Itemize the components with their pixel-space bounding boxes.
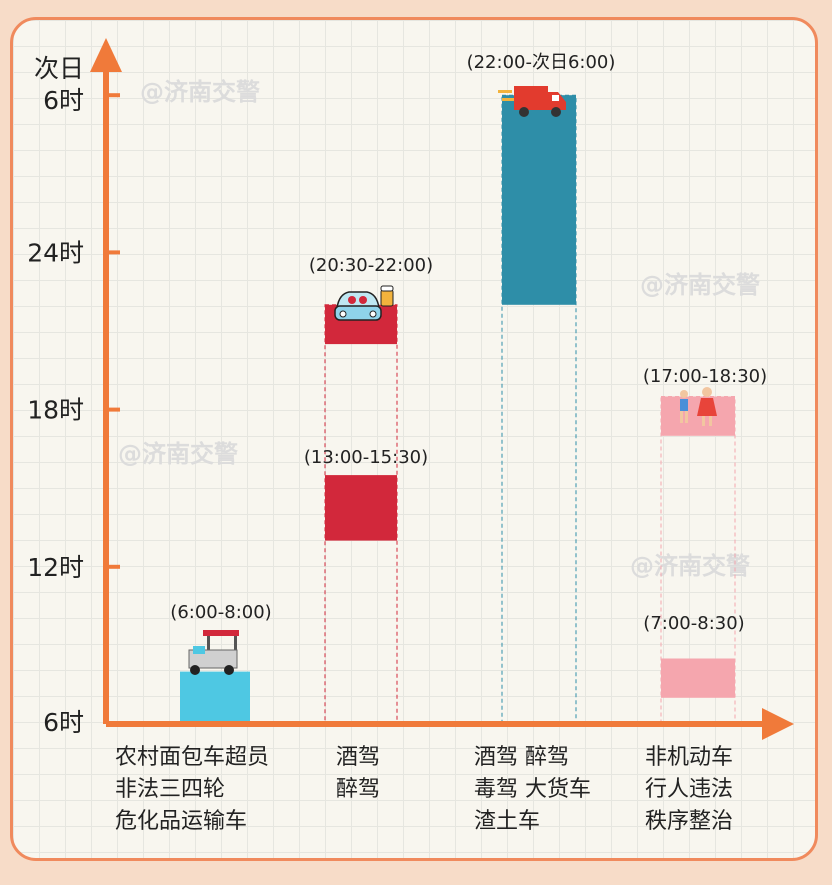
y-tick-label: 6时 [43,708,84,737]
x-axis-arrow [762,708,794,740]
range-label: (13:00-15:30) [304,447,428,468]
category-label: 危化品运输车 [115,809,247,834]
category-label: 行人违法 [645,777,733,802]
watermark-text: @济南交警 [118,440,238,468]
chart-frame [10,17,818,861]
y-tick-label: 18时 [27,396,84,425]
y-tick-label: 次日 [34,54,84,83]
pedestrians-icon [680,387,717,426]
category-label: 渣土车 [474,809,540,834]
range-label: (20:30-22:00) [309,255,433,276]
category-label: 酒驾 醉驾 [474,745,569,770]
category-label: 非机动车 [645,745,733,770]
truck-icon [498,86,566,117]
bar [325,475,397,541]
watermark-text: @济南交警 [640,271,760,299]
y-tick-label: 24时 [27,238,84,267]
y-axis-arrow [90,38,122,72]
category-label: 酒驾 [336,745,380,770]
range-label: (6:00-8:00) [170,602,271,623]
watermark-text: @济南交警 [140,78,260,106]
bar [661,658,735,698]
watermark-text: @济南交警 [630,552,750,580]
category-label: 非法三四轮 [115,777,225,802]
category-label: 醉驾 [336,777,380,802]
category-label: 秩序整治 [645,809,733,834]
y-tick-label: 6时 [43,86,84,115]
range-label: (7:00-8:30) [643,613,744,634]
range-label: (22:00-次日6:00) [467,52,616,73]
tricycle-icon [188,630,239,675]
drunk-car-icon [334,285,394,321]
category-label: 毒驾 大货车 [474,777,591,802]
bar [502,95,576,305]
bar [180,671,250,724]
bar [661,396,735,436]
range-label: (17:00-18:30) [643,366,767,387]
category-label: 农村面包车超员 [115,745,269,770]
y-tick-label: 12时 [27,553,84,582]
